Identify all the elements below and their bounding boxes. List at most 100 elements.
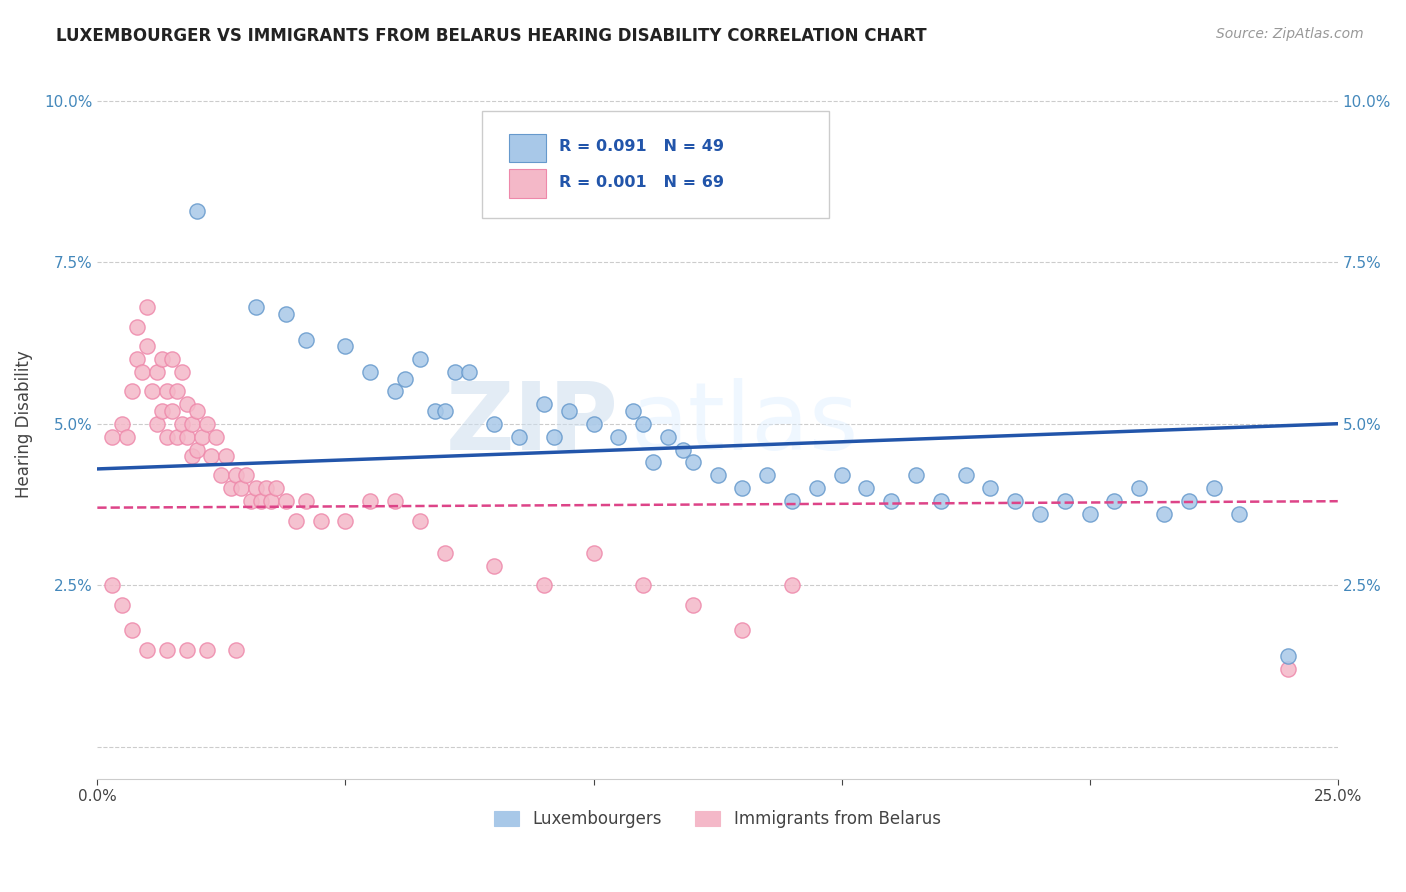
Point <box>111 417 134 431</box>
Point <box>186 203 208 218</box>
Point <box>607 430 630 444</box>
Point <box>131 365 153 379</box>
Point <box>146 365 169 379</box>
Point <box>433 404 456 418</box>
Point <box>621 404 644 418</box>
Point <box>156 642 179 657</box>
Point <box>1029 507 1052 521</box>
Point <box>195 642 218 657</box>
Point <box>780 494 803 508</box>
Point <box>136 301 159 315</box>
FancyBboxPatch shape <box>482 112 830 218</box>
Point <box>905 468 928 483</box>
Point <box>136 642 159 657</box>
Point <box>121 624 143 638</box>
Point <box>101 430 124 444</box>
Point <box>582 417 605 431</box>
Point <box>176 397 198 411</box>
Point <box>166 384 188 399</box>
Point <box>1004 494 1026 508</box>
Point <box>384 384 406 399</box>
Point <box>180 417 202 431</box>
Point <box>264 481 287 495</box>
Point <box>484 558 506 573</box>
Point <box>225 642 247 657</box>
Point <box>409 514 432 528</box>
Point <box>156 430 179 444</box>
Point <box>186 442 208 457</box>
Point <box>121 384 143 399</box>
Point <box>245 481 267 495</box>
Point <box>335 339 357 353</box>
Point <box>284 514 307 528</box>
Bar <box>509 169 547 198</box>
Point <box>186 404 208 418</box>
Point <box>150 352 173 367</box>
Point <box>557 404 579 418</box>
Point <box>458 365 481 379</box>
Point <box>250 494 273 508</box>
Point <box>533 578 555 592</box>
Y-axis label: Hearing Disability: Hearing Disability <box>15 350 32 498</box>
Point <box>170 365 193 379</box>
Point <box>180 449 202 463</box>
Point <box>190 430 212 444</box>
Point <box>359 365 381 379</box>
Point <box>274 494 297 508</box>
Point <box>156 384 179 399</box>
Point <box>150 404 173 418</box>
Point <box>780 578 803 592</box>
Point <box>166 430 188 444</box>
Point <box>433 546 456 560</box>
Point <box>240 494 263 508</box>
Point <box>294 333 316 347</box>
Point <box>1202 481 1225 495</box>
Point <box>409 352 432 367</box>
Point <box>200 449 222 463</box>
Point <box>1104 494 1126 508</box>
Point <box>231 481 253 495</box>
Point <box>160 404 183 418</box>
Text: atlas: atlas <box>631 377 859 470</box>
Point <box>235 468 257 483</box>
Point <box>101 578 124 592</box>
Point <box>672 442 695 457</box>
Point <box>543 430 565 444</box>
Point <box>955 468 977 483</box>
Point <box>146 417 169 431</box>
Point <box>806 481 828 495</box>
Point <box>309 514 332 528</box>
Point <box>359 494 381 508</box>
Point <box>1277 662 1299 676</box>
Point <box>731 481 754 495</box>
Point <box>225 468 247 483</box>
Point <box>631 417 654 431</box>
Point <box>125 319 148 334</box>
Point <box>855 481 877 495</box>
Point <box>423 404 446 418</box>
Legend: Luxembourgers, Immigrants from Belarus: Luxembourgers, Immigrants from Belarus <box>488 803 948 835</box>
Bar <box>509 134 547 162</box>
Point <box>979 481 1001 495</box>
Point <box>209 468 232 483</box>
Point <box>1178 494 1201 508</box>
Point <box>484 417 506 431</box>
Text: LUXEMBOURGER VS IMMIGRANTS FROM BELARUS HEARING DISABILITY CORRELATION CHART: LUXEMBOURGER VS IMMIGRANTS FROM BELARUS … <box>56 27 927 45</box>
Point <box>335 514 357 528</box>
Point <box>176 430 198 444</box>
Point <box>508 430 530 444</box>
Point <box>176 642 198 657</box>
Point <box>254 481 277 495</box>
Point <box>1153 507 1175 521</box>
Point <box>631 578 654 592</box>
Point <box>1053 494 1076 508</box>
Point <box>141 384 163 399</box>
Point <box>731 624 754 638</box>
Point <box>125 352 148 367</box>
Point <box>394 371 416 385</box>
Text: R = 0.001   N = 69: R = 0.001 N = 69 <box>558 175 724 190</box>
Point <box>115 430 138 444</box>
Point <box>274 307 297 321</box>
Point <box>1277 649 1299 664</box>
Point <box>756 468 779 483</box>
